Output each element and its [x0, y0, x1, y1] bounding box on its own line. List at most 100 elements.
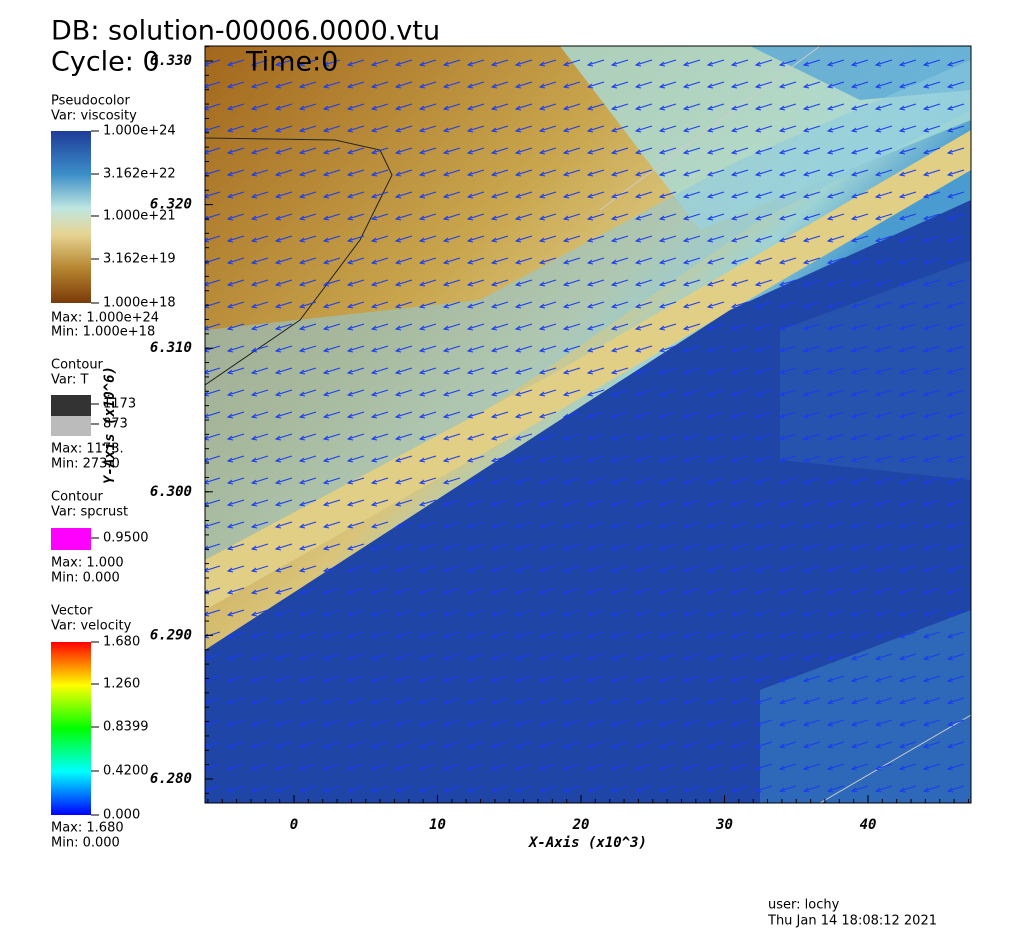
velocity-arrow — [659, 235, 677, 242]
velocity-arrow — [611, 763, 629, 770]
velocity-arrow — [611, 609, 629, 616]
velocity-arrow — [563, 675, 581, 682]
velocity-arrow — [395, 345, 413, 352]
velocity-arrow-head — [205, 787, 210, 793]
velocity-arrow-head — [754, 523, 762, 529]
velocity-arrow — [635, 345, 653, 352]
velocity-arrow-head — [250, 237, 258, 243]
velocity-arrow-head — [922, 303, 930, 309]
velocity-arrow-head — [706, 523, 714, 529]
velocity-arrow-head — [346, 479, 354, 485]
velocity-arrow-head — [274, 721, 282, 727]
velocity-arrow — [851, 653, 869, 660]
velocity-arrow — [875, 301, 893, 308]
velocity-arrow — [275, 411, 293, 418]
velocity-arrow — [923, 125, 941, 132]
velocity-arrow-head — [346, 655, 354, 661]
velocity-arrow — [395, 697, 413, 704]
velocity-arrow — [563, 565, 581, 572]
velocity-arrow — [563, 169, 581, 176]
velocity-arrow — [539, 191, 557, 198]
velocity-arrow-head — [826, 61, 834, 67]
velocity-arrow-head — [610, 347, 618, 353]
velocity-arrow-head — [322, 237, 330, 243]
velocity-arrow — [659, 697, 677, 704]
velocity-arrow — [875, 367, 893, 374]
velocity-arrow-head — [394, 677, 402, 683]
velocity-arrow-head — [322, 171, 330, 177]
velocity-arrow-head — [370, 215, 378, 221]
velocity-arrow — [707, 147, 725, 154]
velocity-arrow-head — [946, 479, 954, 485]
velocity-arrow — [563, 279, 581, 286]
velocity-arrow-head — [730, 61, 738, 67]
velocity-arrow — [275, 191, 293, 198]
legend-tick-label: 1.000e+21 — [103, 209, 176, 224]
velocity-arrow-head — [394, 787, 402, 793]
velocity-arrow — [755, 653, 773, 660]
velocity-arrow — [299, 389, 317, 396]
velocity-arrow — [899, 675, 917, 682]
velocity-arrow-head — [250, 677, 258, 683]
velocity-arrow-head — [610, 479, 618, 485]
velocity-arrow — [803, 169, 821, 176]
velocity-arrow-head — [274, 149, 282, 155]
velocity-arrow — [323, 345, 341, 352]
velocity-arrow-head — [322, 611, 330, 617]
velocity-arrow-head — [826, 589, 834, 595]
velocity-arrow — [755, 323, 773, 330]
velocity-arrow-head — [370, 259, 378, 265]
velocity-arrow-head — [514, 677, 522, 683]
velocity-arrow-head — [514, 105, 522, 111]
velocity-arrow — [539, 433, 557, 440]
velocity-arrow — [563, 257, 581, 264]
velocity-arrow — [539, 631, 557, 638]
velocity-arrow — [635, 587, 653, 594]
velocity-arrow-head — [514, 259, 522, 265]
velocity-arrow — [227, 499, 245, 506]
velocity-arrow-head — [658, 237, 666, 243]
velocity-arrow — [827, 565, 845, 572]
velocity-arrow — [875, 147, 893, 154]
velocity-arrow-head — [418, 325, 426, 331]
velocity-arrow — [205, 785, 221, 792]
velocity-arrow — [491, 521, 509, 528]
velocity-arrow — [683, 543, 701, 550]
velocity-arrow-head — [346, 193, 354, 199]
velocity-arrow-head — [538, 501, 546, 507]
velocity-arrow — [467, 543, 485, 550]
velocity-arrow-head — [778, 589, 786, 595]
velocity-arrow-head — [946, 765, 954, 771]
velocity-arrow — [539, 345, 557, 352]
velocity-arrow-head — [346, 611, 354, 617]
velocity-arrow-head — [274, 127, 282, 133]
velocity-arrow-head — [394, 369, 402, 375]
velocity-arrow — [683, 499, 701, 506]
velocity-arrow-head — [658, 677, 666, 683]
velocity-arrow — [803, 59, 821, 66]
velocity-arrow-head — [730, 215, 738, 221]
velocity-arrow-head — [586, 765, 594, 771]
velocity-arrow — [683, 367, 701, 374]
velocity-arrow — [611, 455, 629, 462]
velocity-arrow-head — [346, 171, 354, 177]
velocity-arrow — [347, 763, 365, 770]
velocity-arrow-head — [322, 391, 330, 397]
velocity-arrow — [779, 301, 797, 308]
velocity-arrow-head — [730, 149, 738, 155]
velocity-arrow — [683, 279, 701, 286]
velocity-arrow-head — [586, 677, 594, 683]
velocity-arrow — [755, 455, 773, 462]
velocity-arrow-head — [946, 523, 954, 529]
velocity-arrow-head — [562, 743, 570, 749]
velocity-arrow-head — [682, 325, 690, 331]
velocity-arrow — [443, 147, 461, 154]
velocity-arrow — [467, 389, 485, 396]
velocity-arrow — [659, 191, 677, 198]
velocity-arrow — [923, 59, 941, 66]
velocity-arrow-head — [706, 699, 714, 705]
velocity-arrow-head — [298, 105, 306, 111]
velocity-arrow-head — [418, 567, 426, 573]
velocity-arrow-head — [778, 413, 786, 419]
velocity-arrow — [731, 653, 749, 660]
